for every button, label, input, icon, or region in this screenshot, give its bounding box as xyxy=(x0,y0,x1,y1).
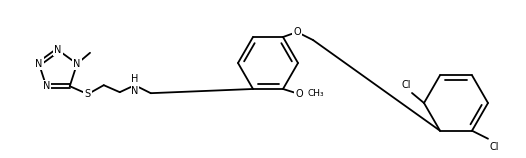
Text: Cl: Cl xyxy=(401,80,411,90)
Text: N: N xyxy=(43,81,50,91)
Text: S: S xyxy=(85,89,91,99)
Text: H
N: H N xyxy=(131,74,138,96)
Text: N: N xyxy=(73,59,80,69)
Text: Cl: Cl xyxy=(489,142,499,152)
Text: O: O xyxy=(293,27,301,37)
Text: O: O xyxy=(295,89,303,99)
Text: N: N xyxy=(35,59,43,69)
Text: CH₃: CH₃ xyxy=(308,89,325,98)
Text: N: N xyxy=(54,45,62,55)
